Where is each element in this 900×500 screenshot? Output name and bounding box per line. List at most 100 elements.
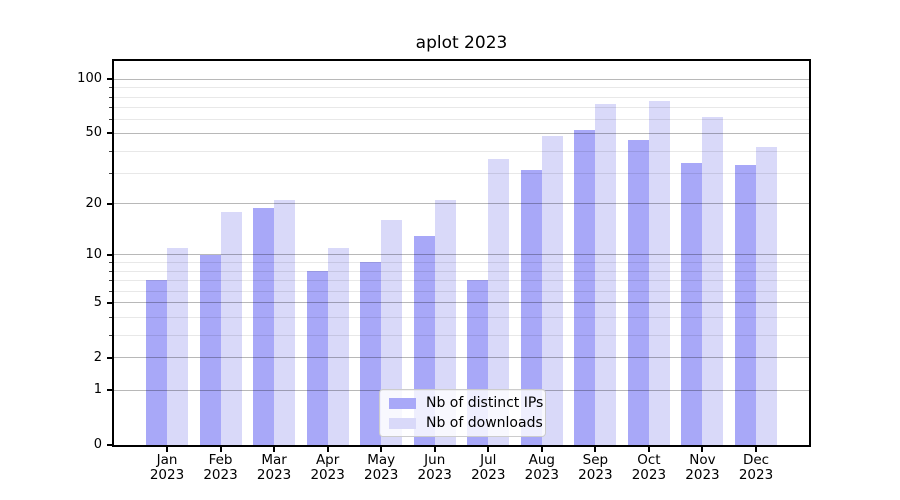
x-tick-dec xyxy=(755,447,757,452)
gridline-50 xyxy=(114,132,809,134)
bar-downloads-nov xyxy=(702,116,724,445)
y-tick-label-2: 2 xyxy=(93,349,102,365)
x-tick-label-nov: Nov 2023 xyxy=(685,452,720,483)
y-tick-label-20: 20 xyxy=(85,195,102,211)
bar-downloads-oct xyxy=(648,100,670,445)
bar-distinct-ips-jan xyxy=(146,280,167,445)
bar-downloads-mar xyxy=(274,199,296,445)
x-tick-label-oct: Oct 2023 xyxy=(631,452,667,483)
gridline-20 xyxy=(114,203,809,205)
bar-distinct-ips-nov xyxy=(681,163,703,445)
y-tick-50 xyxy=(107,132,112,135)
y-tick-minor-30 xyxy=(109,172,112,174)
y-tick-10 xyxy=(107,253,112,256)
x-tick-label-jan: Jan 2023 xyxy=(149,452,185,483)
y-tick-20 xyxy=(107,202,112,205)
gridline-minor-90 xyxy=(114,87,809,89)
y-tick-minor-9 xyxy=(109,262,112,264)
gridline-minor-8 xyxy=(114,270,809,272)
x-tick-jan xyxy=(166,447,168,452)
bar-distinct-ips-may xyxy=(360,262,382,445)
legend-item-distinct-ips: Nb of distinct IPs xyxy=(389,395,545,412)
y-tick-minor-4 xyxy=(109,317,112,319)
x-tick-sep xyxy=(594,447,597,452)
y-tick-5 xyxy=(107,301,112,304)
legend: Nb of distinct IPs Nb of downloads xyxy=(379,389,546,437)
legend-swatch-distinct-ips xyxy=(389,397,416,409)
bar-distinct-ips-apr xyxy=(306,270,328,445)
bar-downloads-sep xyxy=(595,103,617,445)
y-tick-label-0: 0 xyxy=(93,437,102,452)
y-tick-label-5: 5 xyxy=(93,294,102,310)
y-tick-label-1: 1 xyxy=(93,382,102,398)
gridline-minor-60 xyxy=(114,119,809,121)
gridline-5 xyxy=(114,302,809,304)
y-tick-minor-3 xyxy=(109,335,112,337)
legend-label-distinct-ips: Nb of distinct IPs xyxy=(426,394,544,411)
y-tick-minor-7 xyxy=(109,280,112,282)
x-tick-oct xyxy=(647,447,650,452)
x-tick-jul xyxy=(487,447,490,452)
x-tick-nov xyxy=(701,447,704,452)
y-tick-minor-40 xyxy=(109,150,112,152)
y-tick-label-10: 10 xyxy=(85,246,102,262)
gridline-minor-4 xyxy=(114,317,809,319)
gridline-100 xyxy=(114,78,809,80)
y-tick-label-100: 100 xyxy=(77,71,102,87)
bar-distinct-ips-mar xyxy=(253,207,275,445)
bar-downloads-jul xyxy=(488,158,510,445)
bar-downloads-feb xyxy=(220,211,242,445)
y-tick-minor-80 xyxy=(109,96,112,98)
y-tick-0 xyxy=(107,444,112,446)
bar-downloads-jun xyxy=(434,199,456,445)
x-tick-label-jun: Jun 2023 xyxy=(417,452,452,483)
x-tick-apr xyxy=(326,447,329,452)
gridline-minor-9 xyxy=(114,262,809,264)
gridline-minor-6 xyxy=(114,290,809,292)
bar-downloads-dec xyxy=(756,146,777,445)
plot-area: Nb of distinct IPs Nb of downloads Jan 2… xyxy=(77,59,811,483)
x-tick-feb xyxy=(219,447,222,452)
y-tick-100 xyxy=(107,78,112,81)
y-tick-minor-90 xyxy=(109,87,112,89)
y-tick-2 xyxy=(107,356,112,359)
y-tick-minor-60 xyxy=(109,119,112,121)
gridline-10 xyxy=(114,254,809,256)
bar-downloads-apr xyxy=(327,248,349,445)
x-tick-label-mar: Mar 2023 xyxy=(256,452,292,483)
x-tick-label-jul: Jul 2023 xyxy=(471,452,506,483)
y-tick-minor-6 xyxy=(109,290,112,292)
legend-label-downloads: Nb of downloads xyxy=(426,414,543,431)
bar-distinct-ips-feb xyxy=(199,254,221,445)
bar-downloads-may xyxy=(381,220,403,445)
bar-distinct-ips-sep xyxy=(574,130,596,445)
bar-distinct-ips-oct xyxy=(627,139,649,445)
gridline-2 xyxy=(114,357,809,359)
chart-title: aplot 2023 xyxy=(415,33,508,53)
bar-downloads-aug xyxy=(541,136,563,445)
gridline-minor-30 xyxy=(114,172,809,174)
x-tick-label-feb: Feb 2023 xyxy=(203,452,238,483)
x-tick-label-aug: Aug 2023 xyxy=(524,452,559,483)
x-tick-aug xyxy=(540,447,543,452)
gridline-minor-80 xyxy=(114,96,809,98)
x-tick-label-sep: Sep 2023 xyxy=(578,452,613,483)
x-tick-label-apr: Apr 2023 xyxy=(310,452,345,483)
legend-swatch-downloads xyxy=(389,417,416,429)
bar-distinct-ips-dec xyxy=(735,165,756,445)
x-tick-label-dec: Dec 2023 xyxy=(738,452,774,483)
x-tick-jun xyxy=(433,447,436,452)
y-tick-minor-8 xyxy=(109,270,112,272)
y-tick-label-50: 50 xyxy=(85,125,102,141)
x-tick-mar xyxy=(273,447,276,452)
bar-distinct-ips-aug xyxy=(520,170,542,445)
x-tick-label-may: May 2023 xyxy=(363,452,399,483)
bar-downloads-jan xyxy=(167,248,188,445)
y-tick-minor-70 xyxy=(109,107,112,109)
gridline-minor-40 xyxy=(114,150,809,152)
gridline-minor-70 xyxy=(114,107,809,109)
legend-item-downloads: Nb of downloads xyxy=(389,415,545,432)
gridline-minor-7 xyxy=(114,280,809,282)
x-tick-may xyxy=(380,447,383,452)
